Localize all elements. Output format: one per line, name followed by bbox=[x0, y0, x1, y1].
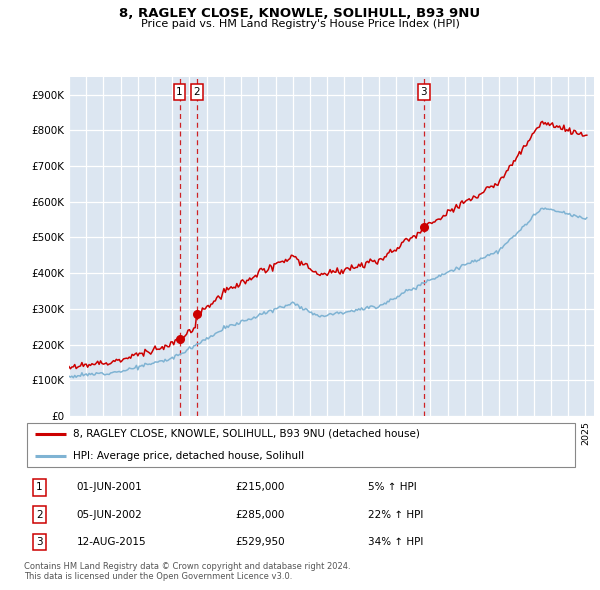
Text: 2: 2 bbox=[194, 87, 200, 97]
Text: 5% ↑ HPI: 5% ↑ HPI bbox=[368, 483, 417, 493]
Text: £529,950: £529,950 bbox=[235, 537, 284, 547]
Text: 8, RAGLEY CLOSE, KNOWLE, SOLIHULL, B93 9NU: 8, RAGLEY CLOSE, KNOWLE, SOLIHULL, B93 9… bbox=[119, 7, 481, 20]
FancyBboxPatch shape bbox=[27, 422, 575, 467]
Text: 05-JUN-2002: 05-JUN-2002 bbox=[77, 510, 142, 520]
Text: £215,000: £215,000 bbox=[235, 483, 284, 493]
Text: 8, RAGLEY CLOSE, KNOWLE, SOLIHULL, B93 9NU (detached house): 8, RAGLEY CLOSE, KNOWLE, SOLIHULL, B93 9… bbox=[73, 429, 420, 439]
Text: 1: 1 bbox=[36, 483, 43, 493]
Text: 3: 3 bbox=[36, 537, 43, 547]
Text: 3: 3 bbox=[421, 87, 427, 97]
Text: HPI: Average price, detached house, Solihull: HPI: Average price, detached house, Soli… bbox=[73, 451, 304, 461]
Text: 22% ↑ HPI: 22% ↑ HPI bbox=[368, 510, 424, 520]
Text: 34% ↑ HPI: 34% ↑ HPI bbox=[368, 537, 424, 547]
Text: 1: 1 bbox=[176, 87, 183, 97]
Text: £285,000: £285,000 bbox=[235, 510, 284, 520]
Text: 2: 2 bbox=[36, 510, 43, 520]
Text: Contains HM Land Registry data © Crown copyright and database right 2024.
This d: Contains HM Land Registry data © Crown c… bbox=[24, 562, 350, 581]
Text: Price paid vs. HM Land Registry's House Price Index (HPI): Price paid vs. HM Land Registry's House … bbox=[140, 19, 460, 29]
Text: 01-JUN-2001: 01-JUN-2001 bbox=[77, 483, 142, 493]
Text: 12-AUG-2015: 12-AUG-2015 bbox=[77, 537, 146, 547]
